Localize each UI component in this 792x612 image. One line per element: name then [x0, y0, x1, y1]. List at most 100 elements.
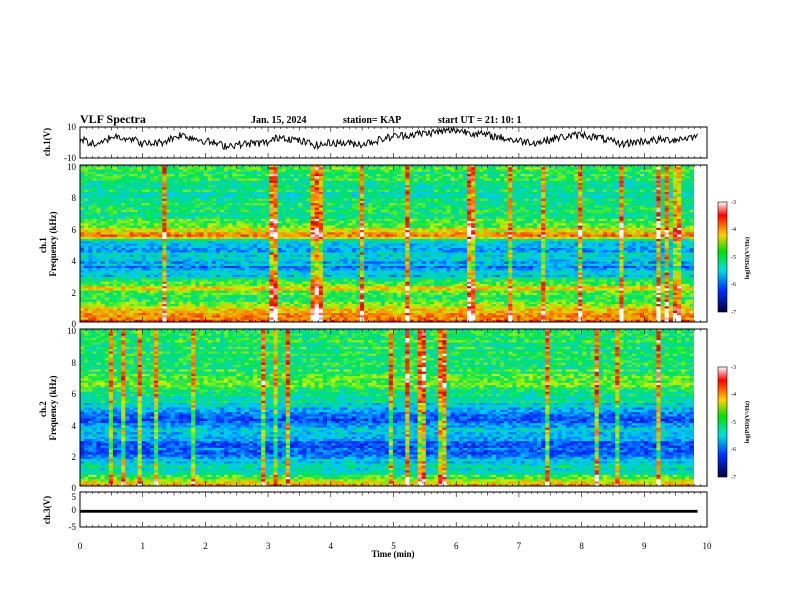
spectrogram-cell: [257, 207, 262, 211]
spectrogram-cell: [384, 227, 390, 231]
spectrogram-cell: [504, 173, 509, 177]
spectrogram-cell: [224, 200, 229, 204]
spectrogram-cell: [586, 232, 591, 235]
spectrogram-cell: [429, 203, 435, 206]
spectrogram-cell: [211, 216, 217, 220]
spectrogram-cell: [302, 205, 307, 208]
spectrogram-cell: [228, 223, 233, 226]
spectrogram-cell: [261, 218, 266, 222]
spectrogram-cell: [240, 203, 245, 206]
spectrogram-cell: [166, 187, 171, 190]
spectrogram-cell: [306, 196, 311, 199]
spectrogram-cell: [520, 216, 525, 220]
spectrogram-cell: [413, 225, 418, 229]
spectrogram-cell: [207, 173, 213, 177]
spectrogram-cell: [487, 214, 493, 217]
spectrogram-cell: [627, 209, 633, 213]
spectrogram-cell: [281, 173, 287, 177]
spectrogram-cell: [244, 218, 250, 222]
spectrogram-cell: [80, 230, 85, 233]
spectrogram-cell: [211, 203, 217, 206]
spectrogram-cell: [631, 182, 637, 186]
spectrogram-cell: [224, 178, 229, 181]
spectrogram-cell: [318, 176, 324, 179]
spectrogram-cell: [594, 227, 600, 231]
spectrogram-cell: [154, 200, 159, 204]
spectrogram-cell: [483, 230, 488, 233]
spectrogram-cell: [425, 198, 431, 202]
spectrogram-cell: [409, 203, 414, 206]
spectrogram-cell: [664, 230, 670, 233]
spectrogram-cell: [582, 178, 587, 181]
spectrogram-cell: [582, 198, 587, 202]
spectrogram-cell: [619, 225, 624, 229]
spectrogram-cell: [607, 169, 612, 173]
spectrogram-cell: [261, 198, 266, 202]
spectrogram-cell: [133, 173, 138, 177]
spectrogram-cell: [590, 196, 595, 199]
spectrogram-cell: [681, 165, 686, 168]
spectrogram-cell: [211, 227, 217, 231]
spectrogram-cell: [269, 232, 274, 235]
spectrogram-cell: [141, 230, 147, 233]
spectrogram-cell: [561, 176, 567, 179]
spectrogram-cell: [158, 171, 163, 175]
spectrogram-cell: [660, 227, 665, 231]
spectrogram-cell: [269, 165, 274, 168]
spectrogram-cell: [289, 227, 295, 231]
spectrogram-cell: [327, 225, 332, 229]
spectrogram-cell: [343, 185, 348, 188]
spectrogram-cell: [310, 167, 315, 170]
spectrogram-cell: [380, 187, 385, 190]
spectrogram-cell: [166, 196, 171, 199]
spectrogram-cell: [590, 185, 595, 188]
spectrogram-cell: [121, 216, 126, 220]
spectrogram-cell: [532, 200, 538, 204]
spectrogram-cell: [648, 169, 653, 173]
spectrogram-cell: [635, 200, 641, 204]
spectrogram-cell: [499, 232, 505, 235]
spectrogram-cell: [631, 221, 637, 224]
spectrogram-cell: [586, 187, 591, 190]
spectrogram-cell: [380, 173, 385, 177]
spectrogram-cell: [479, 200, 484, 204]
spectrogram-cell: [182, 234, 188, 238]
spectrogram-cell: [359, 207, 365, 211]
spectrogram-cell: [644, 194, 649, 197]
spectrogram-cell: [384, 223, 390, 226]
spectrogram-cell: [137, 209, 143, 213]
spectrogram-cell: [578, 225, 583, 229]
spectrogram-cell: [191, 200, 196, 204]
spectrogram-cell: [656, 176, 661, 179]
spectrogram-cell: [133, 209, 138, 213]
spectrogram-cell: [244, 180, 250, 184]
spectrogram-cell: [137, 169, 143, 173]
spectrogram-cell: [339, 176, 344, 179]
spectrogram-cell: [454, 165, 460, 168]
ch1-waveform-panel: 10 -10 ch.1(V): [42, 122, 708, 163]
spectrogram-cell: [104, 234, 110, 238]
spectrogram-cell: [405, 176, 410, 179]
spectrogram-cell: [178, 230, 184, 233]
spectrogram-cell: [92, 230, 97, 233]
spectrogram-cell: [660, 167, 665, 170]
spectrogram-cell: [100, 225, 106, 229]
spectrogram-cell: [524, 189, 530, 193]
spectrogram-cell: [195, 221, 200, 224]
spectrogram-cell: [372, 178, 377, 181]
spectrogram-cell: [401, 185, 406, 188]
spectrogram-cell: [187, 173, 192, 177]
spectrogram-cell: [569, 227, 575, 231]
spectrogram-cell: [170, 209, 175, 213]
spectrogram-cell: [236, 207, 241, 211]
spectrogram-cell: [565, 232, 571, 235]
spectrogram-cell: [108, 165, 114, 168]
spectrogram-cell: [607, 200, 612, 204]
spectrogram-cell: [421, 209, 427, 213]
spectrogram-cell: [265, 191, 270, 195]
spectrogram-cell: [508, 223, 513, 226]
spectrogram-cell: [269, 180, 274, 184]
spectrogram-cell: [154, 187, 159, 190]
spectrogram-cell: [619, 221, 624, 224]
spectrogram-cell: [219, 200, 225, 204]
